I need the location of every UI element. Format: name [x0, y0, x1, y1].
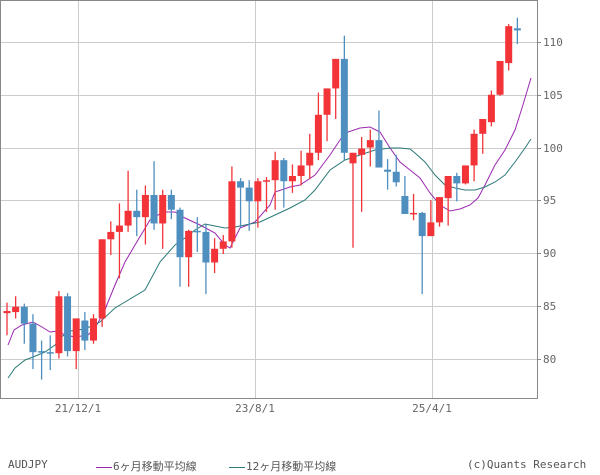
candle	[124, 170, 132, 232]
candle	[98, 239, 106, 327]
candle	[323, 88, 331, 142]
candle	[349, 152, 357, 248]
y-tick-label: 80	[543, 353, 556, 366]
candle	[271, 151, 279, 210]
y-tick-label: 90	[543, 247, 556, 260]
candle	[340, 35, 348, 161]
legend-ma12: 12ヶ月移動平均線	[229, 458, 336, 474]
ma12-line	[7, 138, 532, 379]
candle	[280, 158, 288, 208]
candle	[245, 180, 253, 231]
candle	[479, 119, 487, 154]
candle	[358, 136, 366, 212]
symbol-label: AUDJPY	[8, 458, 48, 471]
candle	[228, 166, 236, 248]
ma12-swatch-icon	[229, 466, 245, 468]
ma6-swatch-icon	[96, 466, 112, 468]
candle	[513, 17, 521, 45]
candle	[392, 154, 400, 187]
candle	[436, 197, 443, 227]
candle	[107, 221, 115, 256]
candle	[384, 159, 392, 190]
candle	[141, 185, 149, 245]
candle	[487, 90, 495, 127]
candle	[366, 129, 374, 167]
ma6-label: 6ヶ月移動平均線	[113, 460, 197, 473]
candle	[401, 175, 409, 214]
y-tick-label: 85	[543, 300, 556, 313]
candle	[12, 296, 20, 319]
candle	[72, 318, 80, 370]
candle	[55, 290, 63, 359]
candle	[46, 335, 54, 371]
candles	[3, 17, 521, 380]
plot-frame	[0, 0, 538, 399]
candle	[29, 314, 37, 370]
candle	[38, 340, 46, 380]
candle	[64, 293, 72, 357]
ma12-label: 12ヶ月移動平均線	[246, 460, 337, 473]
x-tick-label: 21/12/1	[55, 402, 101, 415]
candle	[470, 129, 478, 182]
y-tick-label: 95	[543, 194, 556, 207]
x-tick-label: 25/4/1	[412, 402, 452, 415]
candle	[150, 161, 158, 230]
ma6-line	[7, 77, 532, 346]
candle	[254, 178, 262, 228]
candle	[3, 302, 11, 336]
candle	[167, 189, 175, 220]
candle	[219, 235, 227, 255]
candle	[314, 92, 322, 161]
candle	[306, 133, 314, 180]
candle	[159, 189, 167, 249]
candle	[20, 303, 28, 344]
candle	[418, 211, 426, 295]
copyright-text: (c)Quants Research	[467, 458, 587, 471]
legend-ma6: 6ヶ月移動平均線	[96, 458, 197, 474]
y-tick-label: 105	[543, 89, 563, 102]
y-tick-label: 110	[543, 36, 563, 49]
candle	[211, 238, 219, 274]
candle	[505, 24, 513, 71]
candle	[496, 60, 504, 96]
x-axis-ticks: 21/12/1 23/8/1 25/4/1	[55, 402, 452, 415]
legend-symbol: AUDJPY	[8, 458, 48, 471]
candle	[427, 200, 435, 237]
candle	[297, 150, 305, 186]
candle	[263, 177, 270, 212]
candle	[453, 172, 461, 202]
candle	[90, 314, 97, 344]
candle	[193, 217, 201, 252]
candle	[375, 110, 383, 168]
candle	[202, 224, 210, 295]
candle	[115, 203, 123, 279]
y-tick-label: 100	[543, 142, 563, 155]
x-tick-label: 23/8/1	[235, 402, 275, 415]
candle	[410, 193, 418, 221]
candle	[461, 165, 469, 185]
candle	[176, 207, 184, 287]
candle	[133, 189, 141, 237]
candle	[81, 312, 89, 351]
copyright: (c)Quants Research	[467, 458, 586, 471]
candle	[288, 164, 296, 193]
candle	[185, 229, 193, 287]
candle	[237, 178, 245, 228]
candle	[444, 175, 452, 226]
y-axis-ticks: 80 85 90 95 100 105 110	[537, 36, 563, 366]
candle	[332, 58, 340, 120]
